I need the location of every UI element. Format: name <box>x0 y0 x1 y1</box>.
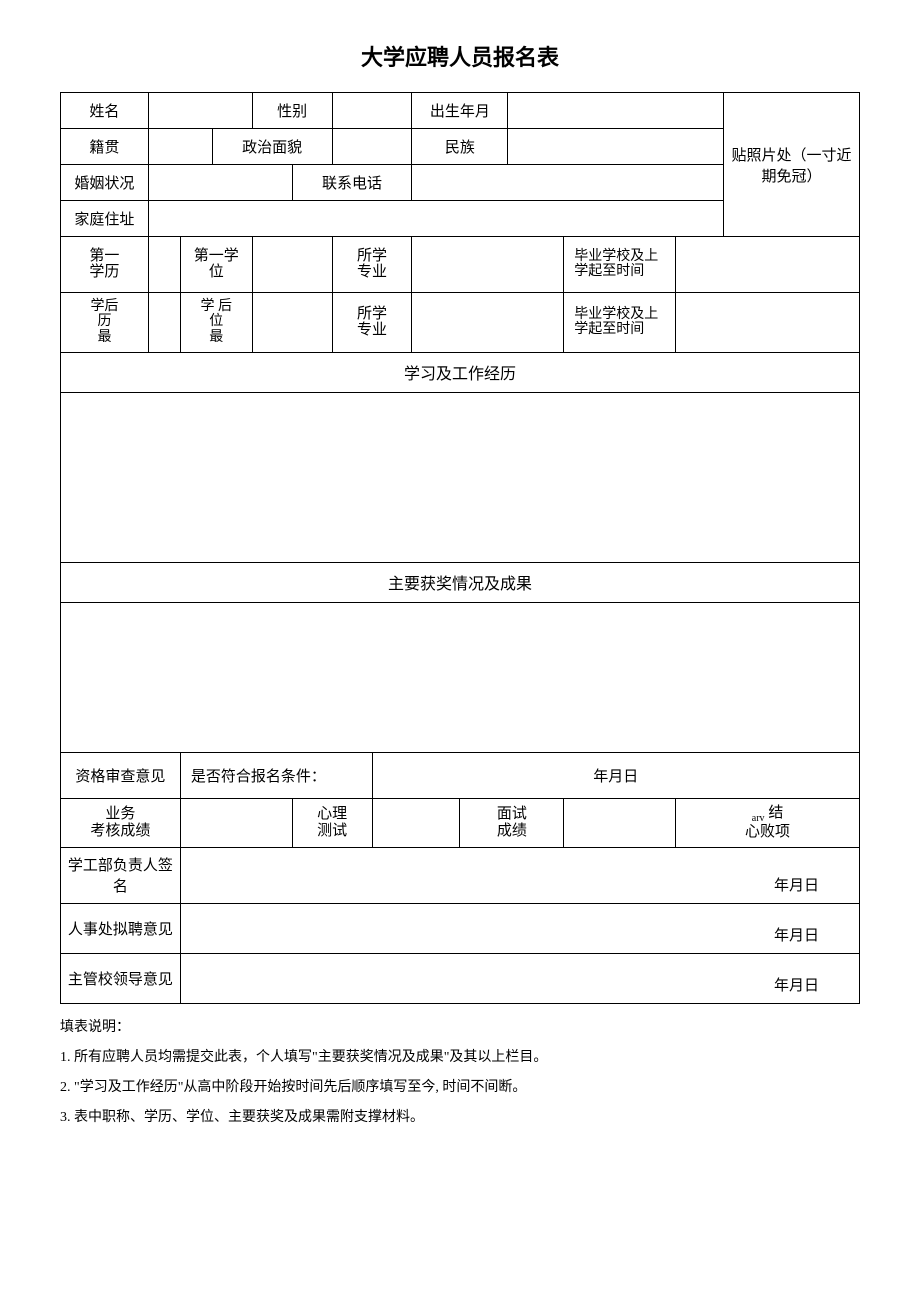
field-first-major[interactable] <box>412 237 564 293</box>
field-interview[interactable] <box>564 798 676 847</box>
label-last-school: 毕业学校及上学起至时间 <box>564 293 676 353</box>
label-qual-review: 资格审查意见 <box>61 752 181 798</box>
label-experience: 学习及工作经历 <box>61 352 860 392</box>
label-political: 政治面貌 <box>212 129 332 165</box>
notes-header: 填表说明： <box>60 1014 860 1042</box>
field-psych[interactable] <box>372 798 460 847</box>
field-dept-sign[interactable]: 年月日 <box>180 847 859 903</box>
field-last-school[interactable] <box>676 293 860 353</box>
photo-cell[interactable]: 贴照片处（一寸近期免冠） <box>724 93 860 237</box>
field-leader-opinion[interactable]: 年月日 <box>180 953 859 1003</box>
field-gender[interactable] <box>332 93 412 129</box>
label-last-edu: 学后历最 <box>61 293 149 353</box>
field-last-degree[interactable] <box>252 293 332 353</box>
label-gender: 性别 <box>252 93 332 129</box>
field-native[interactable] <box>148 129 212 165</box>
label-first-edu: 第一学历 <box>61 237 149 293</box>
field-first-degree[interactable] <box>252 237 332 293</box>
field-first-school[interactable] <box>676 237 860 293</box>
label-phone: 联系电话 <box>292 165 412 201</box>
row-first-edu: 第一学历 第一学位 所学专业 毕业学校及上学起至时间 <box>61 237 860 293</box>
row-leader-opinion: 主管校领导意见 年月日 <box>61 953 860 1003</box>
label-awards: 主要获奖情况及成果 <box>61 562 860 602</box>
label-birth: 出生年月 <box>412 93 508 129</box>
form-title: 大学应聘人员报名表 <box>60 40 860 72</box>
field-political[interactable] <box>332 129 412 165</box>
row-awards-header: 主要获奖情况及成果 <box>61 562 860 602</box>
notes-section: 填表说明： 1. 所有应聘人员均需提交此表，个人填写"主要获奖情况及成果"及其以… <box>60 1014 860 1132</box>
label-qual-condition: 是否符合报名条件： <box>180 752 372 798</box>
row-hr-opinion: 人事处拟聘意见 年月日 <box>61 903 860 953</box>
field-address[interactable] <box>148 201 723 237</box>
note-3: 3. 表中职称、学历、学位、主要获奖及成果需附支撑材料。 <box>60 1104 860 1132</box>
field-first-edu[interactable] <box>148 237 180 293</box>
field-qual-date[interactable]: 年月日 <box>372 752 859 798</box>
label-native: 籍贯 <box>61 129 149 165</box>
row-scores: 业务考核成绩 心理测试 面试成绩 arv 结心败项 <box>61 798 860 847</box>
label-leader-opinion: 主管校领导意见 <box>61 953 181 1003</box>
label-result: arv 结心败项 <box>676 798 860 847</box>
field-experience[interactable] <box>61 392 860 562</box>
row-experience-header: 学习及工作经历 <box>61 352 860 392</box>
label-address: 家庭住址 <box>61 201 149 237</box>
label-interview: 面试成绩 <box>460 798 564 847</box>
row-experience-body <box>61 392 860 562</box>
field-marriage[interactable] <box>148 165 292 201</box>
field-biz-score[interactable] <box>180 798 292 847</box>
label-last-degree: 学 后位最 <box>180 293 252 353</box>
label-hr-opinion: 人事处拟聘意见 <box>61 903 181 953</box>
note-2: 2. "学习及工作经历"从高中阶段开始按时间先后顺序填写至今, 时间不间断。 <box>60 1074 860 1102</box>
field-phone[interactable] <box>412 165 724 201</box>
application-form-table: 姓名 性别 出生年月 贴照片处（一寸近期免冠） 籍贯 政治面貌 民族 婚姻状况 … <box>60 92 860 1004</box>
note-1: 1. 所有应聘人员均需提交此表，个人填写"主要获奖情况及成果"及其以上栏目。 <box>60 1044 860 1072</box>
label-first-school: 毕业学校及上学起至时间 <box>564 237 676 293</box>
label-psych: 心理测试 <box>292 798 372 847</box>
field-birth[interactable] <box>508 93 724 129</box>
field-last-major[interactable] <box>412 293 564 353</box>
label-marriage: 婚姻状况 <box>61 165 149 201</box>
row-dept-sign: 学工部负责人签名 年月日 <box>61 847 860 903</box>
label-name: 姓名 <box>61 93 149 129</box>
label-last-major: 所学专业 <box>332 293 412 353</box>
field-hr-opinion[interactable]: 年月日 <box>180 903 859 953</box>
row-awards-body <box>61 602 860 752</box>
row-basic-1: 姓名 性别 出生年月 贴照片处（一寸近期免冠） <box>61 93 860 129</box>
field-awards[interactable] <box>61 602 860 752</box>
row-last-edu: 学后历最 学 后位最 所学专业 毕业学校及上学起至时间 <box>61 293 860 353</box>
field-last-edu[interactable] <box>148 293 180 353</box>
label-dept-sign: 学工部负责人签名 <box>61 847 181 903</box>
label-nation: 民族 <box>412 129 508 165</box>
label-biz-score: 业务考核成绩 <box>61 798 181 847</box>
row-qual-review: 资格审查意见 是否符合报名条件： 年月日 <box>61 752 860 798</box>
label-first-degree: 第一学位 <box>180 237 252 293</box>
label-first-major: 所学专业 <box>332 237 412 293</box>
field-nation[interactable] <box>508 129 724 165</box>
field-name[interactable] <box>148 93 252 129</box>
